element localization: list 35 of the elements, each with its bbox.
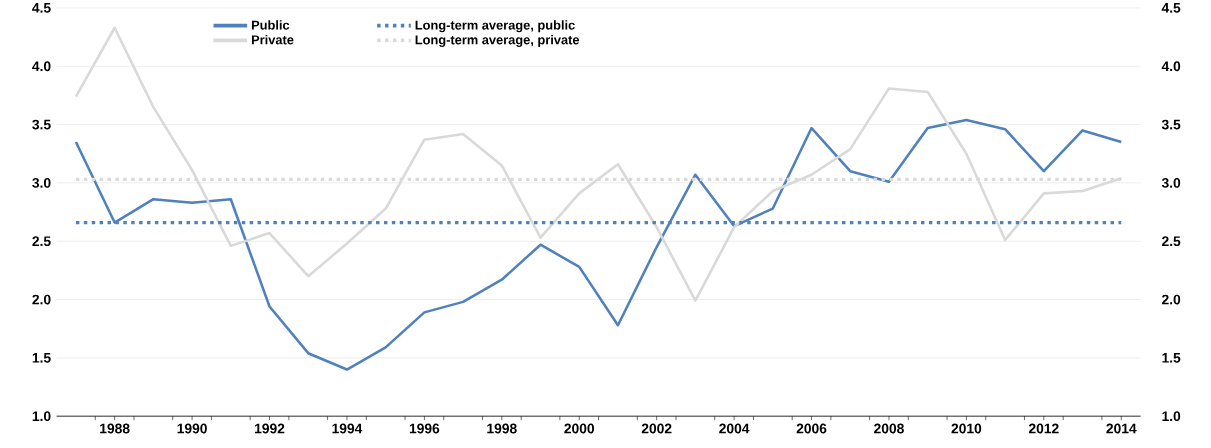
y2-tick-label: 1.0 xyxy=(1162,411,1181,422)
x-tick-label: 2010 xyxy=(951,423,982,434)
x-tick-label: 1994 xyxy=(332,423,363,434)
y-tick-label: 1.5 xyxy=(32,353,51,363)
x-tick-label: 2012 xyxy=(1028,423,1059,434)
y2-tick-label: 3.0 xyxy=(1161,178,1181,188)
line-series xyxy=(74,118,1123,371)
y-tick-label: 4.5 xyxy=(32,3,51,13)
x-tick-label: 1992 xyxy=(255,423,285,434)
x-tick-label: 1988 xyxy=(100,423,130,434)
legend-label: Private xyxy=(251,35,294,45)
y-tick-label: 1.0 xyxy=(32,411,51,422)
y-tick-label: 3.0 xyxy=(32,178,51,188)
y2-tick-label: 4.0 xyxy=(1161,61,1181,72)
x-tick-label: 2008 xyxy=(874,423,904,434)
x-tick-label: 2014 xyxy=(1106,423,1137,434)
y2-tick-label: 3.5 xyxy=(1161,119,1181,130)
y-tick-label: 3.5 xyxy=(32,119,51,130)
x-tick-label: 2002 xyxy=(641,423,672,434)
y2-tick-label: 4.5 xyxy=(1161,3,1181,13)
x-tick-label: 2004 xyxy=(719,423,750,434)
y2-tick-label: 1.5 xyxy=(1162,353,1181,363)
legend-label: Long-term average, public xyxy=(415,20,575,33)
legend-label: Long-term average, private xyxy=(415,35,580,48)
x-tick-label: 1998 xyxy=(487,423,517,434)
y-tick-label: 2.5 xyxy=(32,236,51,247)
y2-tick-label: 2.5 xyxy=(1162,236,1181,247)
x-tick-label: 1996 xyxy=(409,423,440,434)
x-tick-label: 2000 xyxy=(564,423,595,434)
x-tick-label: 2006 xyxy=(796,423,827,434)
y-tick-label: 4.0 xyxy=(32,61,51,72)
x-tick-label: 1990 xyxy=(177,423,207,434)
legend-label: Public xyxy=(251,20,290,30)
y-tick-label: 2.0 xyxy=(32,294,51,305)
y2-tick-label: 2.0 xyxy=(1162,294,1181,305)
